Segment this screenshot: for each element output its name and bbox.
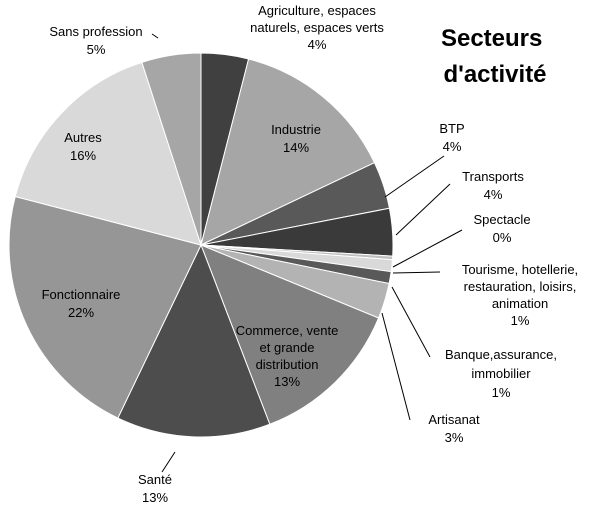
slice-label: Santé 13% — [138, 472, 172, 505]
slice-label-line: restauration, loisirs, — [464, 279, 577, 294]
slice-label-line: 1% — [511, 313, 530, 328]
leader-line — [161, 451, 176, 473]
slice-label-line: 4% — [484, 187, 503, 202]
slice-label-line: Fonctionnaire — [42, 287, 121, 302]
slice-label-line: 14% — [283, 140, 309, 155]
slice-label-line: Spectacle — [473, 212, 530, 227]
slice-label: Banque,assurance, immobilier 1% — [445, 347, 557, 400]
chart-title-line-1: Secteurs — [441, 25, 542, 52]
slice-label-line: naturels, espaces verts — [250, 20, 384, 35]
slice-label: BTP 4% — [439, 121, 464, 154]
slice-label-line: 3% — [445, 430, 464, 445]
slice-label-line: 13% — [274, 374, 300, 389]
slice-label-line: 1% — [492, 385, 511, 400]
slice-labels: Agriculture, espaces naturels, espaces ve… — [42, 3, 579, 505]
slice-label-line: Tourisme, hotellerie, — [462, 262, 578, 277]
slice-label: Agriculture, espaces naturels, espaces ve… — [250, 3, 384, 52]
slice-label-line: 22% — [68, 305, 94, 320]
slice-label: Transports 4% — [462, 169, 524, 202]
slice-label: Artisanat 3% — [428, 412, 480, 445]
slice-label-line: Banque,assurance, — [445, 347, 557, 362]
slice-label-line: Transports — [462, 169, 524, 184]
slice-label: Spectacle 0% — [473, 212, 530, 245]
slice-label-line: 4% — [443, 139, 462, 154]
leader-line — [151, 33, 159, 39]
leader-lines — [151, 33, 463, 473]
slice-label-line: Sans profession — [49, 24, 142, 39]
leader-line — [391, 286, 431, 358]
slice-label: Sans profession 5% — [49, 24, 142, 57]
slice-label-line: Industrie — [271, 122, 321, 137]
leader-line — [395, 183, 451, 236]
leader-line — [384, 155, 445, 198]
chart-title-line-2: d'activité — [443, 61, 546, 88]
pie-slices — [8, 52, 394, 438]
pie-slice — [8, 195, 202, 419]
slice-label-line: Santé — [138, 472, 172, 487]
slice-label-line: Agriculture, espaces — [258, 3, 376, 18]
slice-label-line: Commerce, vente — [236, 323, 339, 338]
chart-title: Secteurs d'activité — [441, 25, 549, 88]
slice-label-line: et grande — [260, 340, 315, 355]
pie-slice — [200, 58, 376, 246]
leader-line — [392, 271, 441, 274]
pie-slice — [141, 52, 202, 246]
leader-line — [381, 312, 411, 421]
slice-label-line: distribution — [256, 357, 319, 372]
slice-label: Tourisme, hotellerie, restauration, loisi… — [462, 262, 578, 328]
pie-slice — [14, 61, 202, 246]
slice-label-line: Autres — [64, 130, 102, 145]
slice-label-line: 16% — [70, 148, 96, 163]
slice-label: Fonctionnaire 22% — [42, 287, 121, 320]
pie-slice — [117, 243, 271, 438]
slice-label-line: Artisanat — [428, 412, 480, 427]
slice-label-line: 4% — [308, 37, 327, 52]
slice-label-line: animation — [492, 296, 548, 311]
leader-line — [392, 229, 463, 268]
slice-label: Industrie 14% — [271, 122, 321, 155]
slice-label: Autres 16% — [64, 130, 102, 163]
slice-label-line: immobilier — [471, 366, 531, 381]
slice-label-line: 5% — [87, 42, 106, 57]
slice-label-line: 13% — [142, 490, 168, 505]
slice-label: Commerce, vente et grande distribution 13% — [236, 323, 339, 389]
slice-label-line: BTP — [439, 121, 464, 136]
slice-label-line: 0% — [493, 230, 512, 245]
pie-slice — [200, 244, 380, 425]
